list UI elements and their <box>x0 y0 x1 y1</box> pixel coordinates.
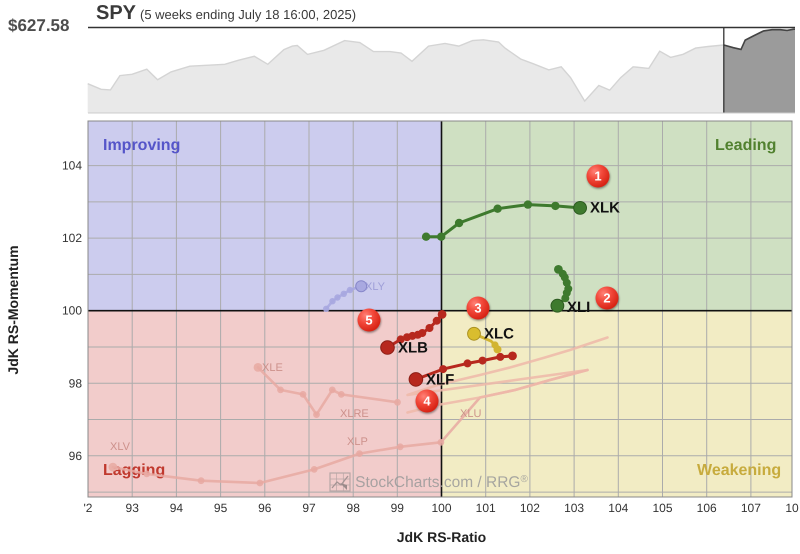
svg-text:98: 98 <box>69 376 83 390</box>
svg-text:104: 104 <box>62 159 82 173</box>
svg-text:XLP: XLP <box>347 436 368 448</box>
svg-text:XLI: XLI <box>567 299 590 316</box>
svg-text:XLE: XLE <box>262 362 283 374</box>
svg-text:96: 96 <box>258 501 272 515</box>
svg-text:100: 100 <box>431 501 451 515</box>
svg-text:103: 103 <box>564 501 584 515</box>
svg-text:101: 101 <box>476 501 496 515</box>
svg-text:4: 4 <box>423 394 431 409</box>
svg-text:106: 106 <box>697 501 717 515</box>
svg-text:107: 107 <box>741 501 761 515</box>
svg-text:Leading: Leading <box>715 137 776 154</box>
svg-text:98: 98 <box>347 501 361 515</box>
svg-text:99: 99 <box>391 501 405 515</box>
svg-text:XLF: XLF <box>426 372 454 389</box>
svg-text:StockCharts.com / RRG®: StockCharts.com / RRG® <box>355 474 528 491</box>
svg-text:XLB: XLB <box>398 340 428 357</box>
svg-text:105: 105 <box>652 501 672 515</box>
svg-text:100: 100 <box>62 304 82 318</box>
svg-text:96: 96 <box>69 449 83 463</box>
svg-text:102: 102 <box>520 501 540 515</box>
svg-text:XLY: XLY <box>365 281 386 293</box>
svg-text:2: 2 <box>603 291 610 306</box>
svg-text:SPY: SPY <box>96 2 137 24</box>
svg-text:XLRE: XLRE <box>340 408 369 420</box>
svg-text:102: 102 <box>62 231 82 245</box>
svg-text:104: 104 <box>608 501 628 515</box>
svg-text:Weakening: Weakening <box>697 462 781 479</box>
svg-text:XLV: XLV <box>110 441 131 453</box>
svg-text:XLC: XLC <box>484 326 514 343</box>
svg-text:JdK RS-Momentum: JdK RS-Momentum <box>5 245 21 374</box>
svg-text:JdK RS-Ratio: JdK RS-Ratio <box>397 529 486 545</box>
svg-text:1: 1 <box>594 169 601 184</box>
svg-text:5: 5 <box>365 313 372 328</box>
svg-text:$627.58: $627.58 <box>8 16 69 35</box>
svg-text:10: 10 <box>785 501 799 515</box>
svg-text:97: 97 <box>302 501 316 515</box>
svg-text:94: 94 <box>170 501 184 515</box>
svg-text:95: 95 <box>214 501 228 515</box>
svg-text:Improving: Improving <box>103 137 180 154</box>
svg-text:XLK: XLK <box>590 200 620 217</box>
svg-text:3: 3 <box>474 301 481 316</box>
svg-text:XLU: XLU <box>460 408 481 420</box>
svg-text:(5 weeks ending July 18 16:00,: (5 weeks ending July 18 16:00, 2025) <box>140 7 356 22</box>
svg-text:'2: '2 <box>84 501 93 515</box>
svg-text:93: 93 <box>126 501 140 515</box>
